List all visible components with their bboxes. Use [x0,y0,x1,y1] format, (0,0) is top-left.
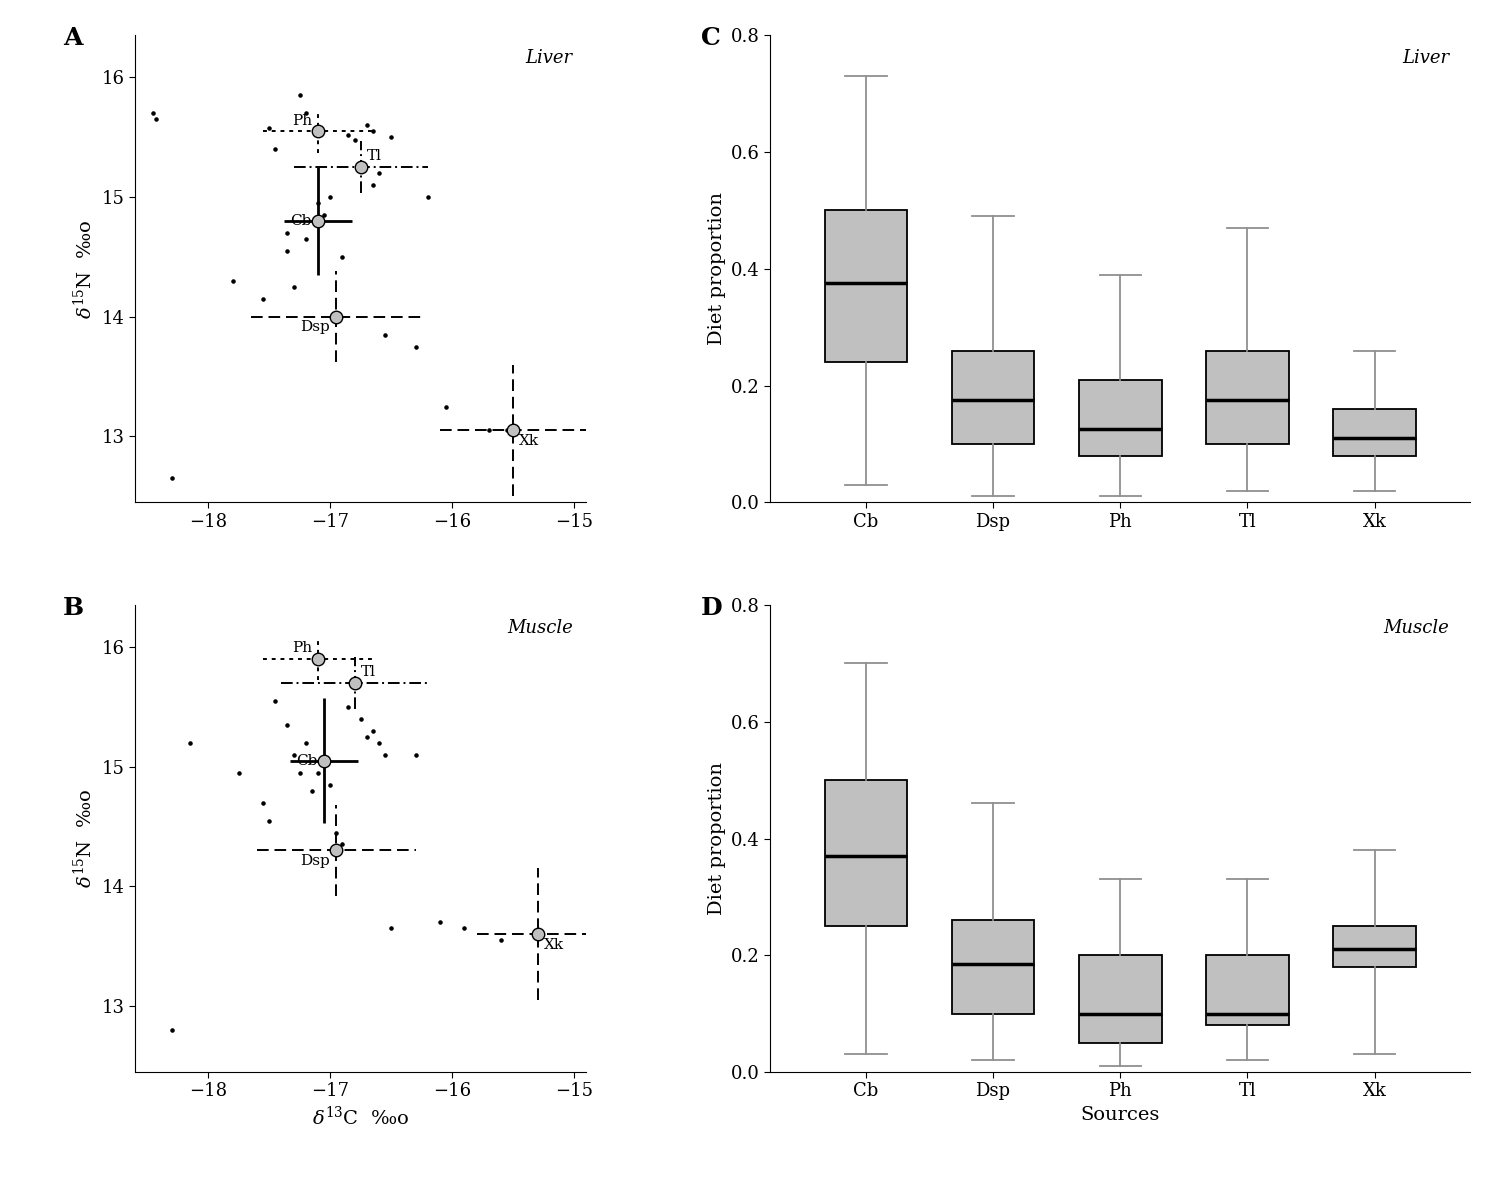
Text: Xk: Xk [543,938,564,952]
Text: D: D [700,596,721,620]
PathPatch shape [825,780,908,926]
Text: Liver: Liver [1402,49,1449,67]
PathPatch shape [1334,409,1416,456]
Text: Dsp: Dsp [300,320,330,335]
PathPatch shape [1078,379,1161,456]
Text: Muscle: Muscle [507,618,573,637]
Text: Muscle: Muscle [1383,618,1449,637]
X-axis label: Sources: Sources [1080,1106,1160,1124]
Text: Xk: Xk [519,434,540,448]
PathPatch shape [1206,351,1288,444]
Y-axis label: $\delta^{15}$N  ‰o: $\delta^{15}$N ‰o [74,789,96,888]
Text: Cb: Cb [297,754,318,768]
Text: Ph: Ph [291,641,312,655]
PathPatch shape [1078,955,1161,1043]
Text: A: A [63,26,82,49]
Text: C: C [700,26,720,49]
PathPatch shape [825,211,908,362]
Text: Liver: Liver [525,49,573,67]
Y-axis label: Diet proportion: Diet proportion [708,762,726,915]
PathPatch shape [1206,955,1288,1025]
X-axis label: $\delta^{13}$C  ‰o: $\delta^{13}$C ‰o [312,1106,410,1130]
Text: B: B [63,596,84,620]
Y-axis label: Diet proportion: Diet proportion [708,192,726,345]
Text: Tl: Tl [360,666,375,680]
PathPatch shape [1334,926,1416,967]
Text: Tl: Tl [368,150,382,164]
PathPatch shape [951,351,1035,444]
PathPatch shape [951,920,1035,1013]
Text: Cb: Cb [291,214,312,227]
Text: Dsp: Dsp [300,854,330,868]
Text: Ph: Ph [291,113,312,127]
Y-axis label: $\delta^{15}$N  ‰o: $\delta^{15}$N ‰o [74,219,96,318]
